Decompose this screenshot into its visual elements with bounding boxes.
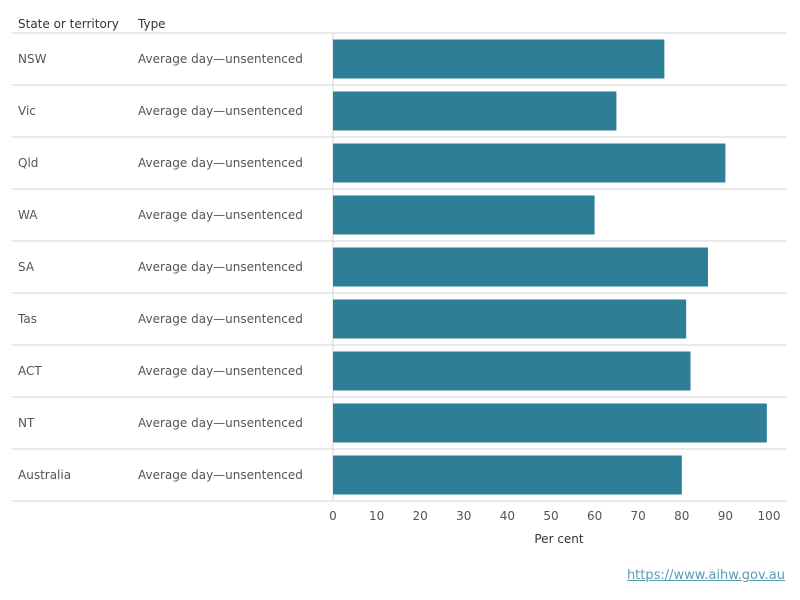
header-state-or-territory: State or territory [18, 17, 119, 31]
type-label: Average day—unsentenced [138, 364, 303, 378]
category-label: NT [18, 416, 35, 430]
source-link[interactable]: https://www.aihw.gov.au [626, 568, 785, 583]
x-tick-label: 0 [329, 509, 337, 523]
x-tick-label: 90 [718, 509, 733, 523]
bar [333, 91, 617, 131]
x-tick-label: 20 [413, 509, 428, 523]
bar [333, 39, 665, 79]
type-label: Average day—unsentenced [138, 52, 303, 66]
bar [333, 195, 595, 235]
type-label: Average day—unsentenced [138, 468, 303, 482]
category-label: WA [18, 208, 38, 222]
category-label: Qld [18, 156, 38, 170]
x-tick-label: 10 [369, 509, 384, 523]
header-type: Type [137, 17, 166, 31]
x-tick-label: 100 [758, 509, 781, 523]
type-label: Average day—unsentenced [138, 156, 303, 170]
x-axis-title: Per cent [534, 532, 584, 546]
type-label: Average day—unsentenced [138, 260, 303, 274]
x-tick-label: 80 [674, 509, 689, 523]
bar [333, 403, 767, 443]
bar [333, 351, 691, 391]
x-tick-label: 50 [543, 509, 558, 523]
type-label: Average day—unsentenced [138, 208, 303, 222]
category-label: ACT [18, 364, 42, 378]
bar [333, 299, 687, 339]
bar [333, 247, 708, 287]
x-tick-label: 70 [631, 509, 646, 523]
category-label: Vic [18, 104, 36, 118]
x-tick-label: 60 [587, 509, 602, 523]
x-tick-label: 40 [500, 509, 515, 523]
type-label: Average day—unsentenced [138, 104, 303, 118]
bar [333, 455, 682, 495]
x-tick-label: 30 [456, 509, 471, 523]
category-label: NSW [18, 52, 47, 66]
type-label: Average day—unsentenced [138, 416, 303, 430]
category-label: SA [18, 260, 35, 274]
type-label: Average day—unsentenced [138, 312, 303, 326]
category-label: Tas [17, 312, 37, 326]
bar [333, 143, 726, 183]
category-label: Australia [18, 468, 71, 482]
